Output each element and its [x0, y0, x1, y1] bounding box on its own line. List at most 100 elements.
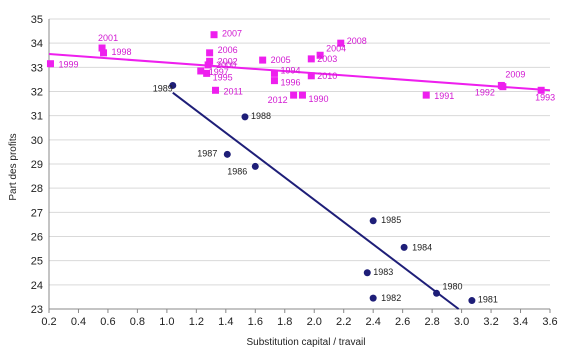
- data-point: [468, 297, 476, 305]
- point-label: 1995: [213, 72, 233, 82]
- data-point: [223, 150, 231, 158]
- data-point: [98, 44, 106, 52]
- point-label: 2011: [224, 86, 243, 96]
- point-label: 2008: [347, 36, 367, 46]
- data-point: [307, 55, 315, 63]
- y-tick-label: 24: [31, 280, 43, 292]
- data-point: [337, 39, 345, 47]
- data-point: [251, 162, 259, 170]
- point-label: 1983: [373, 267, 393, 277]
- data-point: [316, 51, 324, 59]
- data-point: [422, 91, 430, 99]
- x-tick-label: 2.8: [424, 316, 439, 328]
- x-tick-label: 2.2: [336, 316, 351, 328]
- point-label: 2001: [98, 33, 118, 43]
- y-tick-label: 29: [31, 159, 43, 171]
- y-tick-label: 35: [31, 14, 43, 26]
- data-point: [400, 243, 408, 251]
- y-tick-label: 23: [31, 304, 43, 316]
- point-label: 1999: [58, 60, 78, 70]
- axes: [48, 19, 551, 313]
- x-tick-label: 3.0: [454, 316, 469, 328]
- data-point: [363, 269, 371, 277]
- data-point: [369, 294, 377, 302]
- data-point: [100, 49, 108, 57]
- data-point: [369, 217, 377, 225]
- point-label: 1989: [153, 83, 173, 93]
- y-axis-title: Part des profits: [8, 133, 19, 200]
- point-label: 2010: [317, 71, 337, 81]
- x-tick-label: 3.2: [483, 316, 498, 328]
- x-tick-label: 2.6: [395, 316, 410, 328]
- point-label: 1987: [197, 148, 217, 158]
- point-label: 2007: [222, 29, 242, 39]
- y-tick-label: 28: [31, 183, 43, 195]
- data-point: [298, 91, 306, 99]
- point-label: 1996: [280, 78, 300, 88]
- x-tick-labels: 0.2 0.4 0.6 0.8 1.0 1.2 1.4 1.6 1.8 2.0 2.2 2.4 2.6 2…: [41, 316, 557, 328]
- x-tick-label: 0.8: [130, 316, 145, 328]
- x-tick-label: 1.4: [218, 316, 233, 328]
- point-label: 1988: [251, 111, 271, 121]
- point-label: 1998: [112, 47, 132, 57]
- data-point: [537, 86, 545, 94]
- data-point: [169, 81, 177, 89]
- y-tick-label: 34: [31, 38, 43, 50]
- x-tick-label: 1.6: [248, 316, 263, 328]
- x-tick-label: 2.0: [307, 316, 322, 328]
- point-label: 1992: [475, 88, 495, 98]
- y-tick-label: 30: [31, 135, 43, 147]
- data-point: [206, 49, 214, 57]
- data-point: [433, 289, 441, 297]
- y-tick-labels: 23 24 25 26 27 28 29 30 31 32 33 34 35: [31, 14, 43, 316]
- point-label: 2012: [268, 95, 288, 105]
- x-tick-label: 1.0: [159, 316, 174, 328]
- trend-line: [48, 53, 551, 92]
- x-tick-label: 3.4: [513, 316, 528, 328]
- point-label: 1986: [227, 166, 247, 176]
- point-label: 2009: [505, 69, 525, 79]
- point-label: 2000: [216, 60, 236, 70]
- x-tick-label: 0.6: [100, 316, 115, 328]
- point-label: 1984: [412, 242, 432, 252]
- point-label: 1997: [209, 67, 229, 77]
- trend-line: [172, 91, 460, 310]
- data-point: [212, 86, 220, 94]
- data-point: [197, 67, 205, 75]
- x-tick-label: 1.8: [277, 316, 292, 328]
- data-point: [203, 69, 211, 77]
- data-point: [290, 91, 298, 99]
- gridlines: [49, 18, 550, 310]
- data-point: [259, 56, 267, 64]
- y-tick-label: 33: [31, 62, 43, 74]
- data-point: [270, 69, 278, 77]
- point-label: 1991: [434, 91, 454, 101]
- point-label: 2003: [317, 54, 337, 64]
- data-point: [204, 61, 212, 69]
- data-point: [270, 77, 278, 85]
- y-tick-label: 27: [31, 207, 43, 219]
- data-point: [497, 81, 505, 89]
- data-points: [46, 31, 545, 305]
- point-label: 1993: [535, 92, 555, 102]
- point-label: 2004: [326, 43, 346, 53]
- data-point: [46, 60, 54, 68]
- point-label: 1994: [280, 65, 300, 75]
- y-tick-label: 26: [31, 232, 43, 244]
- y-tick-label: 32: [31, 87, 43, 99]
- point-label: 1981: [478, 295, 498, 305]
- point-label: 1990: [308, 94, 328, 104]
- point-label: 2005: [271, 55, 291, 65]
- point-label: 1985: [381, 215, 401, 225]
- point-label: 2006: [218, 45, 238, 55]
- y-tick-label: 31: [31, 111, 43, 123]
- x-tick-label: 3.6: [542, 316, 557, 328]
- data-point: [210, 31, 218, 39]
- data-point: [241, 113, 249, 121]
- point-label: 1980: [443, 281, 463, 291]
- point-labels: 1980 1981 1982 1983 1984 1985 1986 1987 1988 1989…: [58, 29, 555, 305]
- x-tick-label: 2.4: [366, 316, 381, 328]
- y-tick-label: 25: [31, 256, 43, 268]
- x-tick-label: 0.4: [71, 316, 86, 328]
